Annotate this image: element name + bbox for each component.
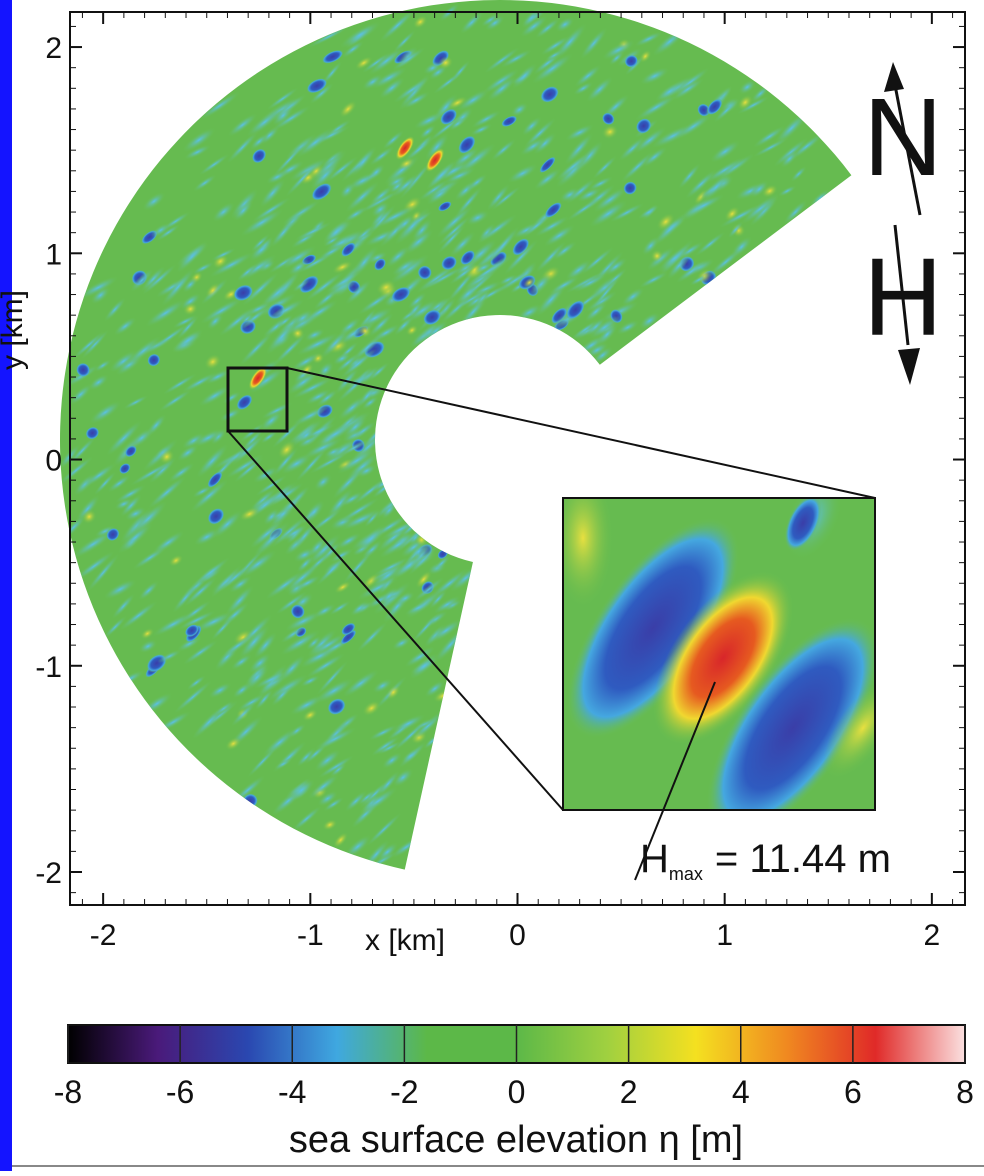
hmax-subscript: max xyxy=(669,864,703,884)
x-tick-label: 1 xyxy=(716,919,733,952)
colorbar-tick-label: 4 xyxy=(732,1074,750,1110)
colorbar-tick-label: 8 xyxy=(956,1074,974,1110)
hmax-label: Hmax = 11.44 m xyxy=(640,837,891,884)
y-tick-label: -1 xyxy=(35,651,62,684)
x-tick-label: 0 xyxy=(509,919,526,952)
colorbar-tick-label: 0 xyxy=(508,1074,526,1110)
hmax-text: = 11.44 m xyxy=(715,837,891,881)
page: Hmax = 11.44 m N H x [km] y [km] sea surf… xyxy=(0,0,984,1176)
y-axis-label: y [km] xyxy=(0,290,29,370)
y-tick-label: -2 xyxy=(35,857,62,890)
figure: Hmax = 11.44 m N H x [km] y [km] sea surf… xyxy=(0,0,984,1171)
x-tick-label: 2 xyxy=(924,919,941,952)
inset xyxy=(533,467,918,866)
x-tick-label: -2 xyxy=(90,919,117,952)
colorbar-tick-label: -2 xyxy=(390,1074,418,1110)
compass-n: N xyxy=(863,76,942,199)
colorbar-tick-label: 2 xyxy=(620,1074,638,1110)
y-tick-label: 0 xyxy=(45,445,62,478)
y-tick-label: 2 xyxy=(45,32,62,65)
x-axis-label: x [km] xyxy=(365,924,445,957)
colorbar-label: sea surface elevation η [m] xyxy=(289,1119,743,1161)
side-strip xyxy=(0,0,12,1171)
compass: N H xyxy=(863,62,942,385)
x-tick-label: -1 xyxy=(297,919,324,952)
colorbar-tick-label: -4 xyxy=(278,1074,306,1110)
colorbar-tick-label: -8 xyxy=(54,1074,82,1110)
colorbar-tick-label: -6 xyxy=(166,1074,194,1110)
y-tick-label: 1 xyxy=(45,238,62,271)
colorbar-tick-label: 6 xyxy=(844,1074,862,1110)
hmax-symbol: H xyxy=(640,837,669,881)
